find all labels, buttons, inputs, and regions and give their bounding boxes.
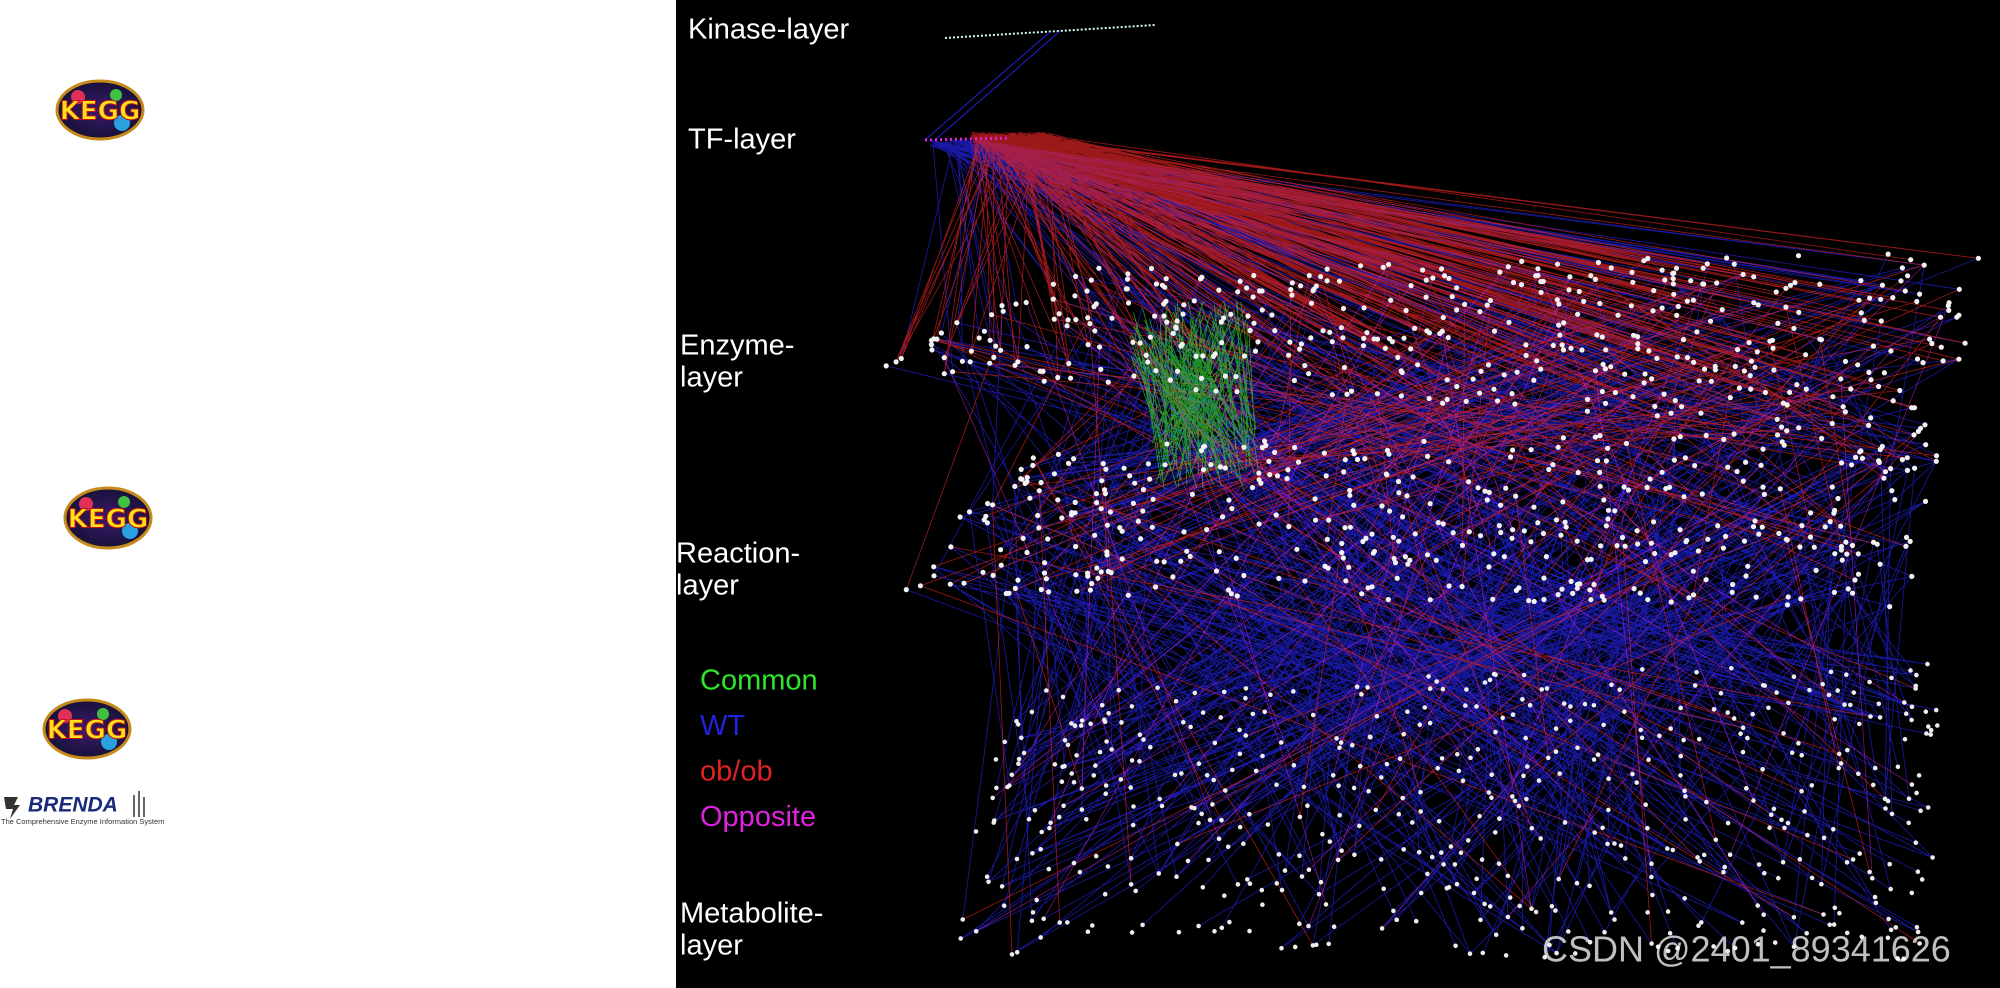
logo-blob: [101, 734, 117, 750]
layer-label: layer: [676, 570, 739, 602]
logo-blob: [97, 708, 109, 720]
layer-label: layer: [680, 930, 743, 962]
legend-label: Common: [700, 665, 818, 697]
logo-blob: [58, 709, 72, 723]
tf-nodes: [924, 136, 1011, 142]
kegg-logo: KEGG: [55, 79, 145, 141]
kinase-nodes: [944, 24, 1156, 39]
reaction-nodes: [903, 424, 1940, 610]
kegg-logo: KEGG: [63, 486, 153, 550]
legend-label: ob/ob: [700, 756, 773, 788]
labels: Kinase-layerTF-layerEnzyme-layerReaction…: [676, 14, 1951, 970]
layer-label: Enzyme-: [680, 330, 794, 362]
opposite-edges: [943, 264, 1949, 932]
brenda-title: BRENDA: [28, 794, 118, 817]
logo-blob: [79, 497, 93, 511]
brenda-logo: BRENDA The Comprehensive Enzyme Informat…: [1, 791, 164, 826]
common-edges: [1129, 301, 1259, 490]
logo-blob: [110, 89, 122, 101]
obob-edges: [895, 131, 1979, 955]
brenda-icon: [4, 797, 20, 819]
legend-label: Opposite: [700, 801, 816, 833]
logo-text: KEGG: [68, 505, 149, 535]
brenda-icon: [133, 791, 145, 817]
watermark: CSDN @2401_89341626: [1542, 929, 1951, 970]
layer-label: TF-layer: [688, 124, 796, 156]
layer-label: Kinase-layer: [688, 14, 850, 46]
layer-label: Metabolite-: [680, 898, 823, 930]
kegg-logo: KEGG: [42, 698, 132, 760]
logo-text: KEGG: [47, 716, 128, 746]
layer-label: layer: [680, 362, 743, 394]
logo-blob: [114, 115, 130, 131]
logo-blob: [122, 523, 138, 539]
logo-text: KEGG: [60, 97, 141, 127]
logo-blob: [71, 90, 85, 104]
metabolite-nodes: [958, 661, 1940, 962]
kinase-edges: [924, 30, 1061, 141]
layer-label: Reaction-: [676, 538, 800, 570]
network: [883, 24, 1981, 962]
brenda-subtitle: The Comprehensive Enzyme Information Sys…: [1, 817, 164, 826]
legend-label: WT: [700, 710, 745, 742]
logo-blob: [118, 496, 130, 508]
